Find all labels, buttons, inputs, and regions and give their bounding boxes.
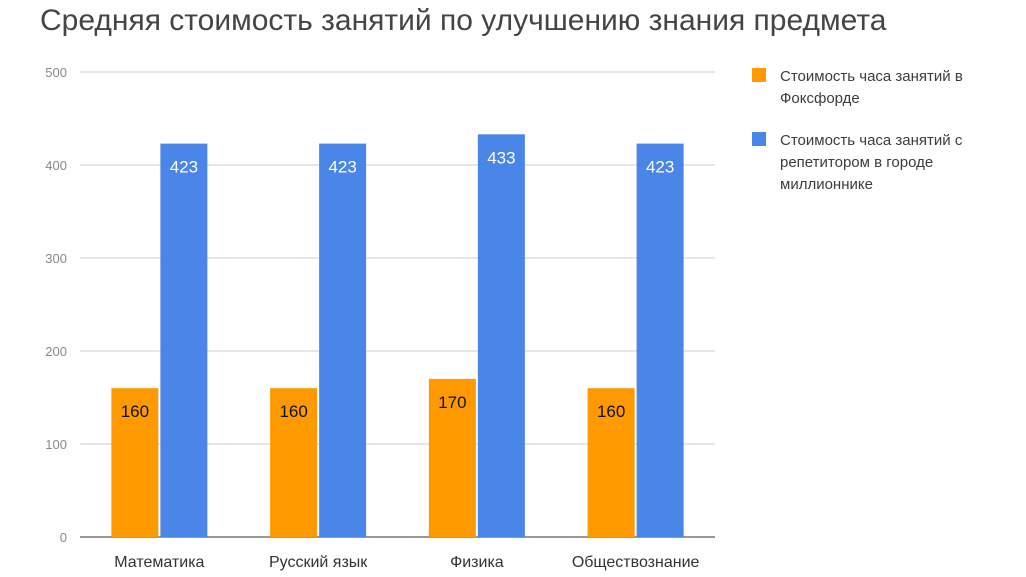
y-axis-ticks: 0 100 200 300 400 500	[45, 65, 67, 545]
bar-tutor	[319, 143, 367, 538]
bar-foxford	[270, 388, 318, 537]
y-tick-label: 500	[45, 65, 67, 80]
data-label: 160	[279, 402, 307, 421]
data-label: 433	[487, 148, 515, 167]
x-tick-label: Физика	[450, 554, 504, 571]
y-tick-label: 400	[45, 158, 67, 173]
legend-item-foxford: Стоимость часа занятий в Фоксфорде	[752, 66, 1010, 110]
chart-title: Средняя стоимость занятий по улучшению з…	[40, 4, 887, 37]
bar-foxford	[111, 388, 159, 537]
data-labels: 160 423 160 423 170 433 160 423	[121, 148, 675, 421]
bar-tutor	[636, 143, 684, 538]
y-tick-label: 200	[45, 344, 67, 359]
data-label: 160	[597, 402, 625, 421]
bar-tutor	[160, 143, 208, 538]
legend-swatch-tutor	[752, 132, 766, 146]
x-tick-label: Математика	[114, 554, 204, 571]
legend-swatch-foxford	[752, 68, 766, 82]
y-tick-label: 0	[60, 530, 67, 545]
legend-label-foxford: Стоимость часа занятий в Фоксфорде	[780, 68, 963, 107]
data-label: 170	[438, 393, 466, 412]
data-label: 423	[646, 158, 674, 177]
data-label: 423	[328, 158, 356, 177]
y-tick-label: 100	[45, 437, 67, 452]
y-tick-label: 300	[45, 251, 67, 266]
legend-label-tutor: Стоимость часа занятий с репетитором в г…	[780, 132, 963, 193]
x-tick-label: Русский язык	[269, 554, 368, 571]
x-tick-label: Обществознание	[572, 554, 700, 571]
bars	[111, 134, 684, 538]
x-axis-ticks: Математика Русский язык Физика Обществознан…	[114, 554, 699, 571]
bar-tutor	[477, 134, 525, 537]
bar-foxford	[428, 378, 476, 537]
data-label: 160	[121, 402, 149, 421]
bar-foxford	[587, 388, 635, 537]
data-label: 423	[170, 158, 198, 177]
legend-item-tutor: Стоимость часа занятий с репетитором в г…	[752, 130, 1010, 196]
